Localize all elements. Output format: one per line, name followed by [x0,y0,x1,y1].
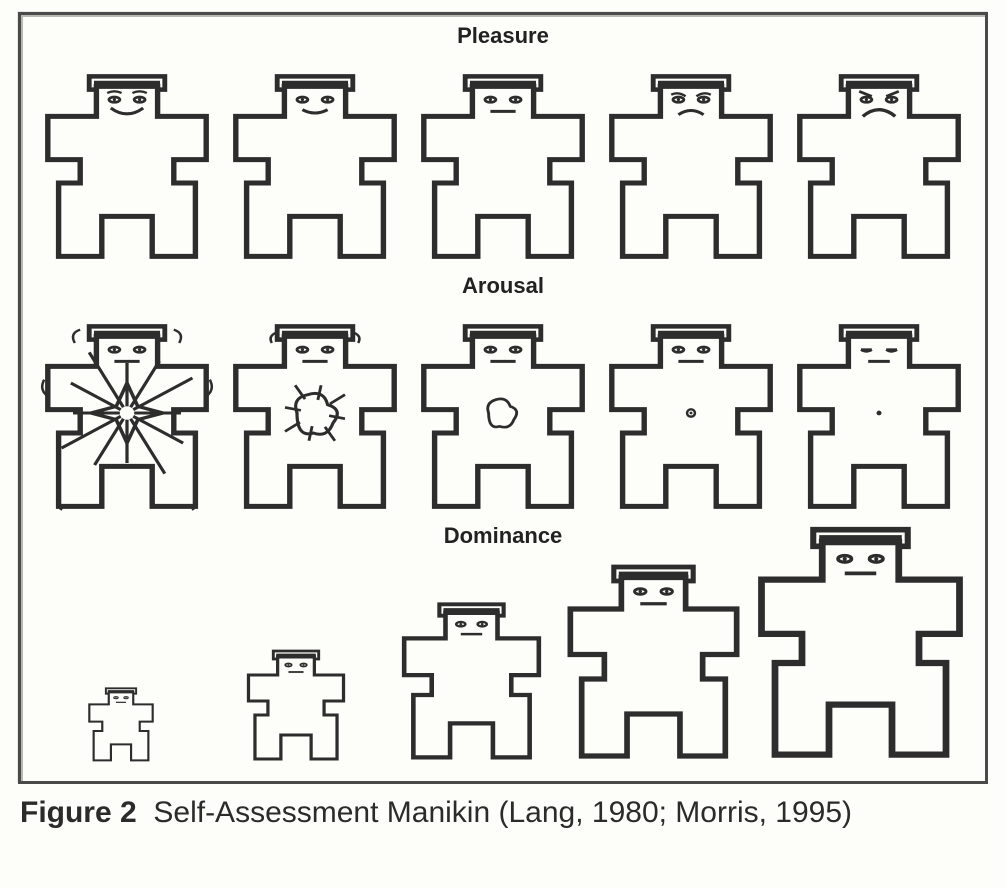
figure-caption: Figure 2 Self-Assessment Manikin (Lang, … [20,794,986,832]
figure-frame: Pleasure [18,12,988,784]
manikin-cell [384,553,559,763]
row-label: Pleasure [25,23,981,49]
manikin-cell [785,53,973,263]
manikin-cell [559,553,748,763]
row-label: Arousal [25,273,981,299]
manikin-cell [221,53,409,263]
manikin-cell [33,553,208,763]
manikin-icon [413,63,593,263]
manikin-icon [37,63,217,263]
manikin-icon [789,313,969,513]
manikin-cell [33,53,221,263]
manikin-row-dominance [25,553,981,771]
manikin-icon [559,553,748,763]
manikin-cell [785,303,973,513]
manikin-icon [748,513,973,763]
manikin-icon [242,643,350,763]
manikin-icon [789,63,969,263]
caption-prefix: Figure 2 [20,796,137,829]
manikin-icon [225,63,405,263]
manikin-icon [37,313,217,513]
manikin-cell [208,553,383,763]
manikin-row-pleasure [25,53,981,271]
rows-host: Pleasure [25,23,981,771]
manikin-cell [409,53,597,263]
manikin-cell [748,553,973,763]
manikin-icon [601,313,781,513]
manikin-icon [413,313,593,513]
manikin-cell [597,303,785,513]
manikin-icon [225,313,405,513]
manikin-cell [597,53,785,263]
manikin-cell [33,303,221,513]
manikin-cell [221,303,409,513]
manikin-row-arousal [25,303,981,521]
manikin-icon [85,683,157,763]
manikin-cell [409,303,597,513]
manikin-icon [395,593,548,763]
caption-text: Self-Assessment Manikin (Lang, 1980; Mor… [153,796,852,829]
manikin-icon [601,63,781,263]
